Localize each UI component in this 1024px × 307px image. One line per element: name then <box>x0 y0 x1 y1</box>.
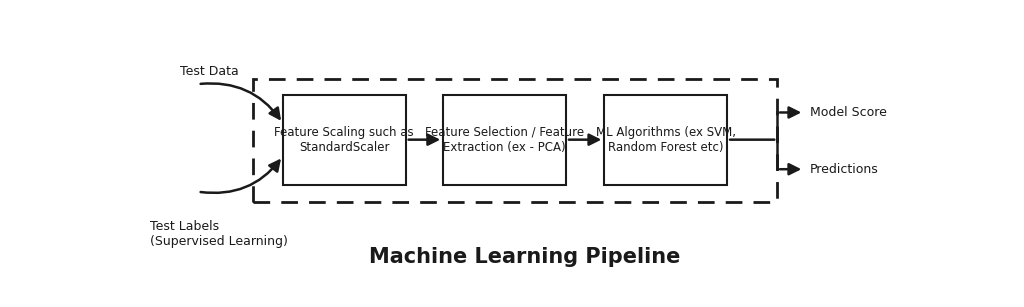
Text: Test Data: Test Data <box>179 64 239 78</box>
FancyBboxPatch shape <box>443 95 566 185</box>
Text: Machine Learning Pipeline: Machine Learning Pipeline <box>369 247 681 267</box>
Text: Feature Selection / Feature
Extraction (ex - PCA): Feature Selection / Feature Extraction (… <box>425 126 584 154</box>
Text: Feature Scaling such as
StandardScaler: Feature Scaling such as StandardScaler <box>274 126 414 154</box>
Text: ML Algorithms (ex SVM,
Random Forest etc): ML Algorithms (ex SVM, Random Forest etc… <box>596 126 735 154</box>
FancyBboxPatch shape <box>604 95 727 185</box>
Text: Model Score: Model Score <box>810 106 887 119</box>
Text: Test Labels
(Supervised Learning): Test Labels (Supervised Learning) <box>151 220 288 248</box>
FancyBboxPatch shape <box>283 95 406 185</box>
Text: Predictions: Predictions <box>810 163 879 176</box>
